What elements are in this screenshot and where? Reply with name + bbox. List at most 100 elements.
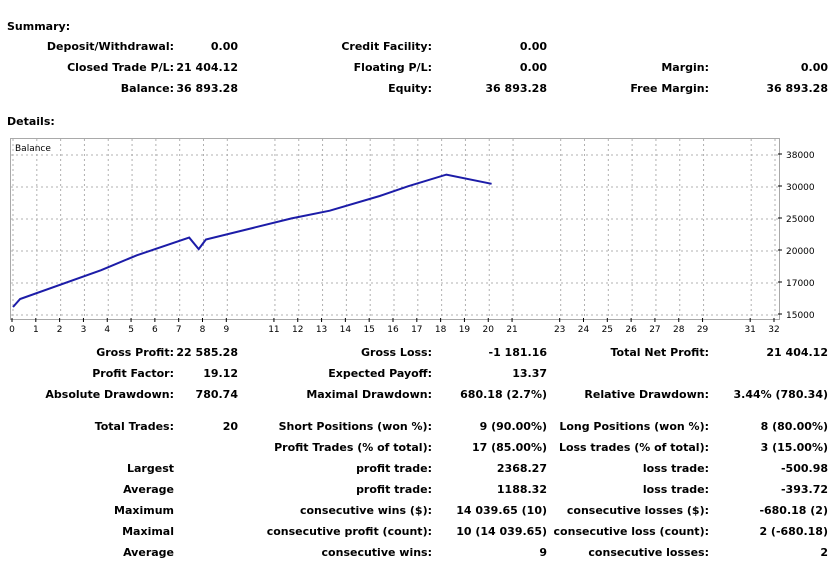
x-tick-label: 0 [9, 325, 15, 335]
x-tick-label: 31 [744, 325, 755, 335]
average-profit-value: 1188.32 [496, 483, 547, 496]
profit-trades-label: Profit Trades (% of total): [274, 441, 432, 454]
y-tick-label: 17000 [786, 279, 815, 289]
max-cons-wins-label: consecutive wins ($): [299, 504, 432, 517]
profit-factor-label: Profit Factor: [92, 367, 174, 380]
x-tick-label: 28 [673, 325, 685, 335]
maximal-profit-label: consecutive profit (count): [266, 525, 432, 538]
x-tick-label: 14 [340, 325, 352, 335]
floating-pl-value: 0.00 [519, 61, 547, 74]
average-loss-label: loss trade: [642, 483, 709, 496]
x-tick-label: 9 [223, 325, 229, 335]
maximal-profit-value: 10 (14 039.65) [456, 525, 547, 538]
deposit-label: Deposit/Withdrawal: [46, 40, 174, 53]
x-tick-label: 7 [176, 325, 182, 335]
total-trades-value: 20 [222, 420, 238, 433]
chart-title: Balance [15, 144, 51, 154]
total-trades-label: Total Trades: [94, 420, 174, 433]
maximal-loss-value: 2 (-680.18) [759, 525, 828, 538]
balance-chart: Balance [10, 138, 780, 320]
balance-chart-svg: Balance [11, 139, 779, 319]
x-tick-label: 29 [697, 325, 709, 335]
y-tick-label: 15000 [786, 311, 815, 321]
rel-drawdown-label: Relative Drawdown: [584, 388, 709, 401]
max-drawdown-value: 680.18 (2.7%) [460, 388, 547, 401]
expected-payoff-label: Expected Payoff: [328, 367, 432, 380]
closed-pl-value: 21 404.12 [176, 61, 238, 74]
gross-loss-value: -1 181.16 [488, 346, 548, 359]
max-drawdown-label: Maximal Drawdown: [306, 388, 432, 401]
deposit-value: 0.00 [210, 40, 238, 53]
avg-cons-wins-label: consecutive wins: [321, 546, 432, 559]
largest-loss-value: -500.98 [780, 462, 828, 475]
balance-value: 36 893.28 [176, 82, 238, 95]
credit-label: Credit Facility: [341, 40, 432, 53]
average-label: Average [123, 483, 174, 496]
average2-label: Average [123, 546, 174, 559]
abs-drawdown-label: Absolute Drawdown: [45, 388, 174, 401]
x-tick-label: 18 [435, 325, 447, 335]
long-positions-value: 8 (80.00%) [760, 420, 828, 433]
x-tick-label: 27 [649, 325, 660, 335]
margin-value: 0.00 [800, 61, 828, 74]
x-tick-label: 3 [81, 325, 87, 335]
x-tick-label: 13 [316, 325, 327, 335]
x-tick-label: 11 [268, 325, 279, 335]
avg-cons-wins-value: 9 [539, 546, 547, 559]
avg-cons-losses-value: 2 [820, 546, 828, 559]
y-tick-label: 25000 [786, 215, 815, 225]
x-tick-label: 26 [625, 325, 637, 335]
x-tick-label: 19 [459, 325, 471, 335]
gross-profit-label: Gross Profit: [96, 346, 174, 359]
x-tick-label: 12 [292, 325, 303, 335]
max-cons-losses-value: -680.18 (2) [759, 504, 828, 517]
margin-label: Margin: [661, 61, 709, 74]
closed-pl-label: Closed Trade P/L: [67, 61, 174, 74]
profit-factor-value: 19.12 [203, 367, 238, 380]
gross-loss-label: Gross Loss: [361, 346, 432, 359]
largest-label: Largest [127, 462, 174, 475]
x-tick-label: 2 [57, 325, 63, 335]
x-tick-label: 4 [104, 325, 110, 335]
loss-trades-value: 3 (15.00%) [760, 441, 828, 454]
y-tick-label: 30000 [786, 183, 815, 193]
maximal-loss-label: consecutive loss (count): [553, 525, 709, 538]
maximum-label: Maximum [114, 504, 174, 517]
free-margin-label: Free Margin: [630, 82, 709, 95]
x-tick-label: 15 [363, 325, 374, 335]
floating-pl-label: Floating P/L: [353, 61, 432, 74]
total-net-value: 21 404.12 [766, 346, 828, 359]
equity-label: Equity: [388, 82, 432, 95]
largest-profit-label: profit trade: [356, 462, 432, 475]
average-profit-label: profit trade: [356, 483, 432, 496]
x-tick-label: 32 [768, 325, 779, 335]
balance-series-line [12, 173, 492, 308]
equity-value: 36 893.28 [485, 82, 547, 95]
short-positions-label: Short Positions (won %): [278, 420, 432, 433]
y-tick-label: 20000 [786, 247, 815, 257]
long-positions-label: Long Positions (won %): [559, 420, 709, 433]
profit-trades-value: 17 (85.00%) [471, 441, 547, 454]
x-tick-label: 25 [602, 325, 613, 335]
balance-label: Balance: [120, 82, 174, 95]
x-tick-label: 6 [152, 325, 158, 335]
x-tick-label: 20 [483, 325, 495, 335]
x-tick-label: 17 [411, 325, 422, 335]
total-net-label: Total Net Profit: [610, 346, 710, 359]
x-tick-label: 24 [578, 325, 590, 335]
avg-cons-losses-label: consecutive losses: [588, 546, 709, 559]
x-tick-label: 8 [200, 325, 206, 335]
credit-value: 0.00 [519, 40, 547, 53]
average-loss-value: -393.72 [780, 483, 828, 496]
x-tick-label: 1 [33, 325, 39, 335]
gross-profit-value: 22 585.28 [176, 346, 238, 359]
maximal-label: Maximal [122, 525, 174, 538]
largest-loss-label: loss trade: [642, 462, 709, 475]
max-cons-wins-value: 14 039.65 (10) [456, 504, 547, 517]
x-tick-label: 16 [387, 325, 399, 335]
y-tick-label: 38000 [786, 151, 815, 161]
abs-drawdown-value: 780.74 [195, 388, 238, 401]
expected-payoff-value: 13.37 [512, 367, 547, 380]
max-cons-losses-label: consecutive losses ($): [566, 504, 709, 517]
free-margin-value: 36 893.28 [766, 82, 828, 95]
